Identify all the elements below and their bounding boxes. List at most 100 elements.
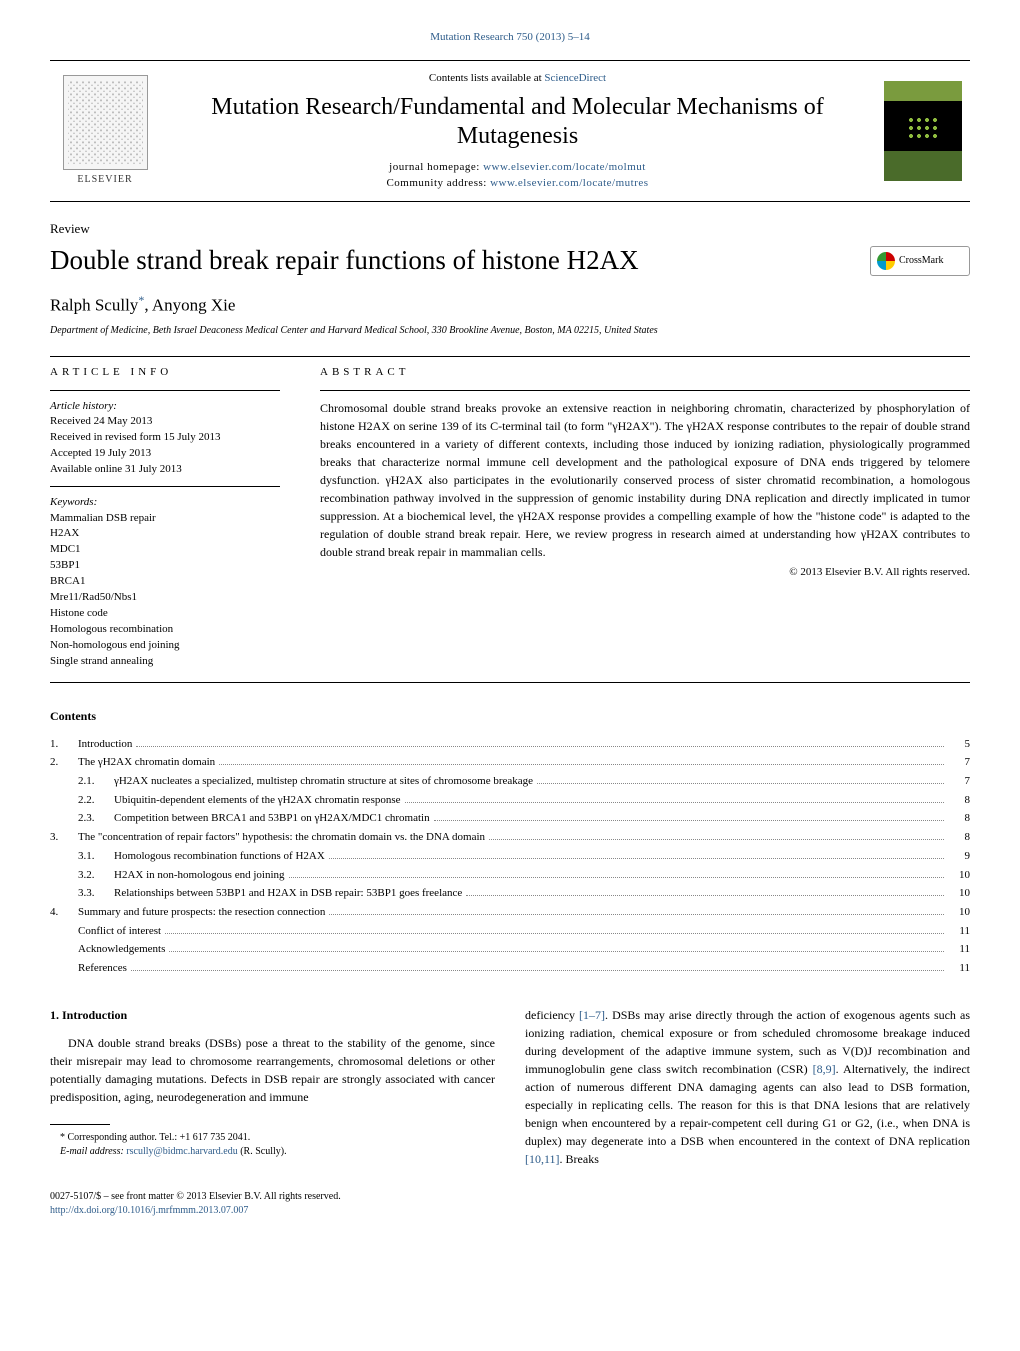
toc-leader-dots xyxy=(405,802,944,803)
toc-row[interactable]: 3.1.Homologous recombination functions o… xyxy=(50,847,970,866)
divider xyxy=(50,356,970,357)
toc-text: The "concentration of repair factors" hy… xyxy=(78,828,485,847)
asterisk-icon: * xyxy=(60,1132,68,1143)
history-online: Available online 31 July 2013 xyxy=(50,462,280,478)
toc-leader-dots xyxy=(169,951,944,952)
crossmark-label: CrossMark xyxy=(899,254,943,268)
toc-row[interactable]: 2.3.Competition between BRCA1 and 53BP1 … xyxy=(50,809,970,828)
keyword-item: Histone code xyxy=(50,606,280,622)
toc-leader-dots xyxy=(165,933,944,934)
toc-page: 10 xyxy=(948,903,970,922)
toc-leader-dots xyxy=(136,746,944,747)
journal-title: Mutation Research/Fundamental and Molecu… xyxy=(180,93,855,151)
toc-row[interactable]: 3.3.Relationships between 53BP1 and H2AX… xyxy=(50,884,970,903)
author-1: Ralph Scully xyxy=(50,296,138,315)
toc-subnumber: 3.1. xyxy=(78,847,114,866)
keyword-item: Mre11/Rad50/Nbs1 xyxy=(50,590,280,606)
toc-row[interactable]: Conflict of interest11 xyxy=(50,922,970,941)
article-type: Review xyxy=(50,220,970,238)
publisher-name: ELSEVIER xyxy=(77,173,132,187)
toc-number: 2. xyxy=(50,753,78,772)
authors: Ralph Scully*, Anyong Xie xyxy=(50,292,970,317)
toc-row[interactable]: 4.Summary and future prospects: the rese… xyxy=(50,903,970,922)
toc-row[interactable]: 3.The "concentration of repair factors" … xyxy=(50,828,970,847)
toc-row[interactable]: 2.1.γH2AX nucleates a specialized, multi… xyxy=(50,772,970,791)
crossmark-icon xyxy=(877,252,895,270)
article-info-column: ARTICLE INFO Article history: Received 2… xyxy=(50,365,280,670)
toc-row[interactable]: 1.Introduction5 xyxy=(50,735,970,754)
toc-subnumber: 2.3. xyxy=(78,809,114,828)
divider xyxy=(50,390,280,391)
toc-page: 9 xyxy=(948,847,970,866)
toc-page: 7 xyxy=(948,753,970,772)
elsevier-tree-icon xyxy=(63,75,148,170)
homepage-link[interactable]: www.elsevier.com/locate/molmut xyxy=(483,161,646,173)
author-2: , Anyong Xie xyxy=(144,296,235,315)
toc-number: 4. xyxy=(50,903,78,922)
toc-text: Competition between BRCA1 and 53BP1 on γ… xyxy=(114,809,430,828)
community-link[interactable]: www.elsevier.com/locate/mutres xyxy=(490,177,648,189)
toc-row[interactable]: 2.2.Ubiquitin-dependent elements of the … xyxy=(50,791,970,810)
column-left: 1. Introduction DNA double strand breaks… xyxy=(50,1006,495,1168)
toc-page: 8 xyxy=(948,828,970,847)
toc-text: Introduction xyxy=(78,735,132,754)
toc-leader-dots xyxy=(219,764,944,765)
email-link[interactable]: rscully@bidmc.harvard.edu xyxy=(126,1146,237,1157)
divider xyxy=(50,682,970,683)
toc-leader-dots xyxy=(466,895,944,896)
toc-text: Relationships between 53BP1 and H2AX in … xyxy=(114,884,462,903)
toc-row[interactable]: References11 xyxy=(50,959,970,978)
crossmark-badge[interactable]: CrossMark xyxy=(870,246,970,276)
email-attribution: (R. Scully). xyxy=(240,1146,286,1157)
toc-page: 11 xyxy=(948,940,970,959)
toc-leader-dots xyxy=(131,970,944,971)
toc-leader-dots xyxy=(329,914,944,915)
column-right: deficiency [1–7]. DSBs may arise directl… xyxy=(525,1006,970,1168)
journal-reference: Mutation Research 750 (2013) 5–14 xyxy=(50,30,970,45)
keywords-label: Keywords: xyxy=(50,495,280,510)
abstract-column: ABSTRACT Chromosomal double strand break… xyxy=(320,365,970,670)
toc-page: 7 xyxy=(948,772,970,791)
toc-subnumber: 2.2. xyxy=(78,791,114,810)
toc-text: γH2AX nucleates a specialized, multistep… xyxy=(114,772,533,791)
keyword-item: Non-homologous end joining xyxy=(50,638,280,654)
table-of-contents: 1.Introduction52.The γH2AX chromatin dom… xyxy=(50,735,970,978)
toc-page: 8 xyxy=(948,809,970,828)
article-info-label: ARTICLE INFO xyxy=(50,365,280,380)
issn-line: 0027-5107/$ – see front matter © 2013 El… xyxy=(50,1190,970,1204)
keyword-item: Mammalian DSB repair xyxy=(50,511,280,527)
toc-page: 11 xyxy=(948,959,970,978)
toc-row[interactable]: 2.The γH2AX chromatin domain 7 xyxy=(50,753,970,772)
publisher-logo: ELSEVIER xyxy=(50,61,160,201)
toc-row[interactable]: 3.2.H2AX in non-homologous end joining10 xyxy=(50,866,970,885)
keyword-item: 53BP1 xyxy=(50,558,280,574)
sciencedirect-link[interactable]: ScienceDirect xyxy=(544,72,606,84)
contents-section: Contents 1.Introduction52.The γH2AX chro… xyxy=(50,708,970,978)
toc-row[interactable]: Acknowledgements11 xyxy=(50,940,970,959)
citation-link[interactable]: [10,11] xyxy=(525,1152,560,1166)
journal-homepage-line: journal homepage: www.elsevier.com/locat… xyxy=(180,160,855,175)
email-label: E-mail address: xyxy=(60,1146,124,1157)
email-footnote: E-mail address: rscully@bidmc.harvard.ed… xyxy=(50,1145,495,1159)
history-revised: Received in revised form 15 July 2013 xyxy=(50,430,280,446)
footer-meta: 0027-5107/$ – see front matter © 2013 El… xyxy=(50,1190,970,1218)
keywords-list: Mammalian DSB repairH2AXMDC153BP1BRCA1Mr… xyxy=(50,511,280,670)
keyword-item: MDC1 xyxy=(50,542,280,558)
keyword-item: Single strand annealing xyxy=(50,654,280,670)
abstract-label: ABSTRACT xyxy=(320,365,970,380)
toc-subnumber: 2.1. xyxy=(78,772,114,791)
doi-link[interactable]: http://dx.doi.org/10.1016/j.mrfmmm.2013.… xyxy=(50,1205,248,1216)
homepage-label: journal homepage: xyxy=(389,161,480,173)
citation-link[interactable]: [8,9] xyxy=(813,1062,836,1076)
toc-page: 8 xyxy=(948,791,970,810)
body-columns: 1. Introduction DNA double strand breaks… xyxy=(50,1006,970,1168)
contents-available-line: Contents lists available at ScienceDirec… xyxy=(180,71,855,86)
contents-heading: Contents xyxy=(50,708,970,725)
toc-leader-dots xyxy=(489,839,944,840)
copyright: © 2013 Elsevier B.V. All rights reserved… xyxy=(320,565,970,580)
citation-link[interactable]: [1–7] xyxy=(579,1008,605,1022)
toc-text: The γH2AX chromatin domain xyxy=(78,753,215,772)
history-accepted: Accepted 19 July 2013 xyxy=(50,446,280,462)
corresponding-footnote: * Corresponding author. Tel.: +1 617 735… xyxy=(50,1131,495,1145)
corresponding-text: Corresponding author. Tel.: +1 617 735 2… xyxy=(68,1132,251,1143)
